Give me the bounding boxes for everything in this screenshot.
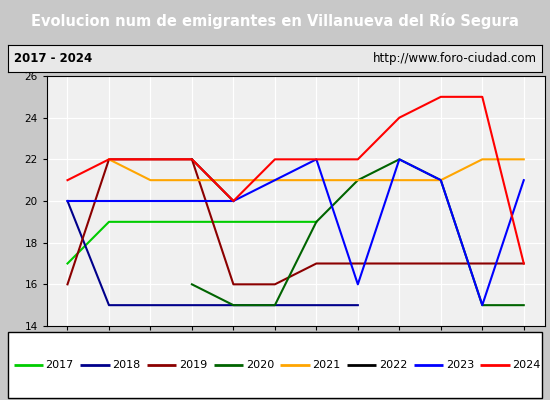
- 2020: [313, 220, 320, 224]
- Line: 2017: 2017: [68, 222, 316, 264]
- 2023: [272, 178, 278, 182]
- Text: Evolucion num de emigrantes en Villanueva del Río Segura: Evolucion num de emigrantes en Villanuev…: [31, 13, 519, 29]
- 2023: [313, 157, 320, 162]
- 2023: [230, 199, 236, 203]
- 2017: [272, 220, 278, 224]
- Text: http://www.foro-ciudad.com: http://www.foro-ciudad.com: [372, 52, 536, 65]
- 2020: [396, 157, 403, 162]
- 2017: [230, 220, 236, 224]
- 2021: [272, 178, 278, 182]
- 2019: [437, 261, 444, 266]
- 2024: [64, 178, 71, 182]
- 2018: [230, 303, 236, 308]
- 2018: [64, 199, 71, 203]
- 2017: [189, 220, 195, 224]
- 2022: [189, 157, 195, 162]
- Line: 2021: 2021: [109, 159, 524, 180]
- 2018: [355, 303, 361, 308]
- 2024: [520, 261, 527, 266]
- 2019: [230, 282, 236, 287]
- 2024: [106, 157, 112, 162]
- 2019: [313, 261, 320, 266]
- Text: 2019: 2019: [179, 360, 207, 370]
- 2020: [520, 303, 527, 308]
- 2021: [479, 157, 486, 162]
- 2018: [147, 303, 154, 308]
- 2020: [437, 178, 444, 182]
- Text: 2024: 2024: [513, 360, 541, 370]
- 2023: [437, 178, 444, 182]
- 2019: [147, 157, 154, 162]
- 2018: [106, 303, 112, 308]
- 2021: [230, 178, 236, 182]
- 2024: [272, 157, 278, 162]
- 2022: [230, 199, 236, 203]
- 2021: [147, 178, 154, 182]
- 2023: [396, 157, 403, 162]
- 2019: [520, 261, 527, 266]
- Text: 2020: 2020: [246, 360, 274, 370]
- 2019: [272, 282, 278, 287]
- 2017: [106, 220, 112, 224]
- 2020: [272, 303, 278, 308]
- 2018: [313, 303, 320, 308]
- 2019: [189, 157, 195, 162]
- 2024: [355, 157, 361, 162]
- 2023: [355, 282, 361, 287]
- FancyBboxPatch shape: [8, 332, 542, 398]
- 2024: [189, 157, 195, 162]
- 2017: [147, 220, 154, 224]
- 2023: [106, 199, 112, 203]
- 2021: [520, 157, 527, 162]
- 2020: [355, 178, 361, 182]
- 2024: [147, 157, 154, 162]
- Text: 2018: 2018: [112, 360, 141, 370]
- 2024: [479, 94, 486, 99]
- 2019: [106, 157, 112, 162]
- 2023: [479, 303, 486, 308]
- Line: 2020: 2020: [192, 159, 524, 305]
- Text: 2021: 2021: [312, 360, 340, 370]
- 2023: [189, 199, 195, 203]
- Line: 2018: 2018: [68, 201, 358, 305]
- 2021: [437, 178, 444, 182]
- Line: 2023: 2023: [68, 159, 524, 305]
- 2019: [396, 261, 403, 266]
- 2024: [230, 199, 236, 203]
- 2020: [189, 282, 195, 287]
- 2021: [355, 178, 361, 182]
- 2020: [230, 303, 236, 308]
- Text: 2022: 2022: [379, 360, 408, 370]
- 2024: [396, 115, 403, 120]
- Line: 2022: 2022: [192, 159, 233, 201]
- 2021: [106, 157, 112, 162]
- 2019: [355, 261, 361, 266]
- 2021: [396, 178, 403, 182]
- 2021: [189, 178, 195, 182]
- 2018: [272, 303, 278, 308]
- Line: 2019: 2019: [68, 159, 524, 284]
- 2024: [313, 157, 320, 162]
- Text: 2017: 2017: [46, 360, 74, 370]
- Text: 2023: 2023: [446, 360, 474, 370]
- Line: 2024: 2024: [68, 97, 524, 264]
- 2023: [147, 199, 154, 203]
- 2024: [437, 94, 444, 99]
- 2020: [479, 303, 486, 308]
- 2017: [313, 220, 320, 224]
- 2017: [64, 261, 71, 266]
- 2021: [313, 178, 320, 182]
- 2018: [189, 303, 195, 308]
- 2019: [479, 261, 486, 266]
- 2023: [64, 199, 71, 203]
- 2019: [64, 282, 71, 287]
- Text: 2017 - 2024: 2017 - 2024: [14, 52, 92, 65]
- 2023: [520, 178, 527, 182]
